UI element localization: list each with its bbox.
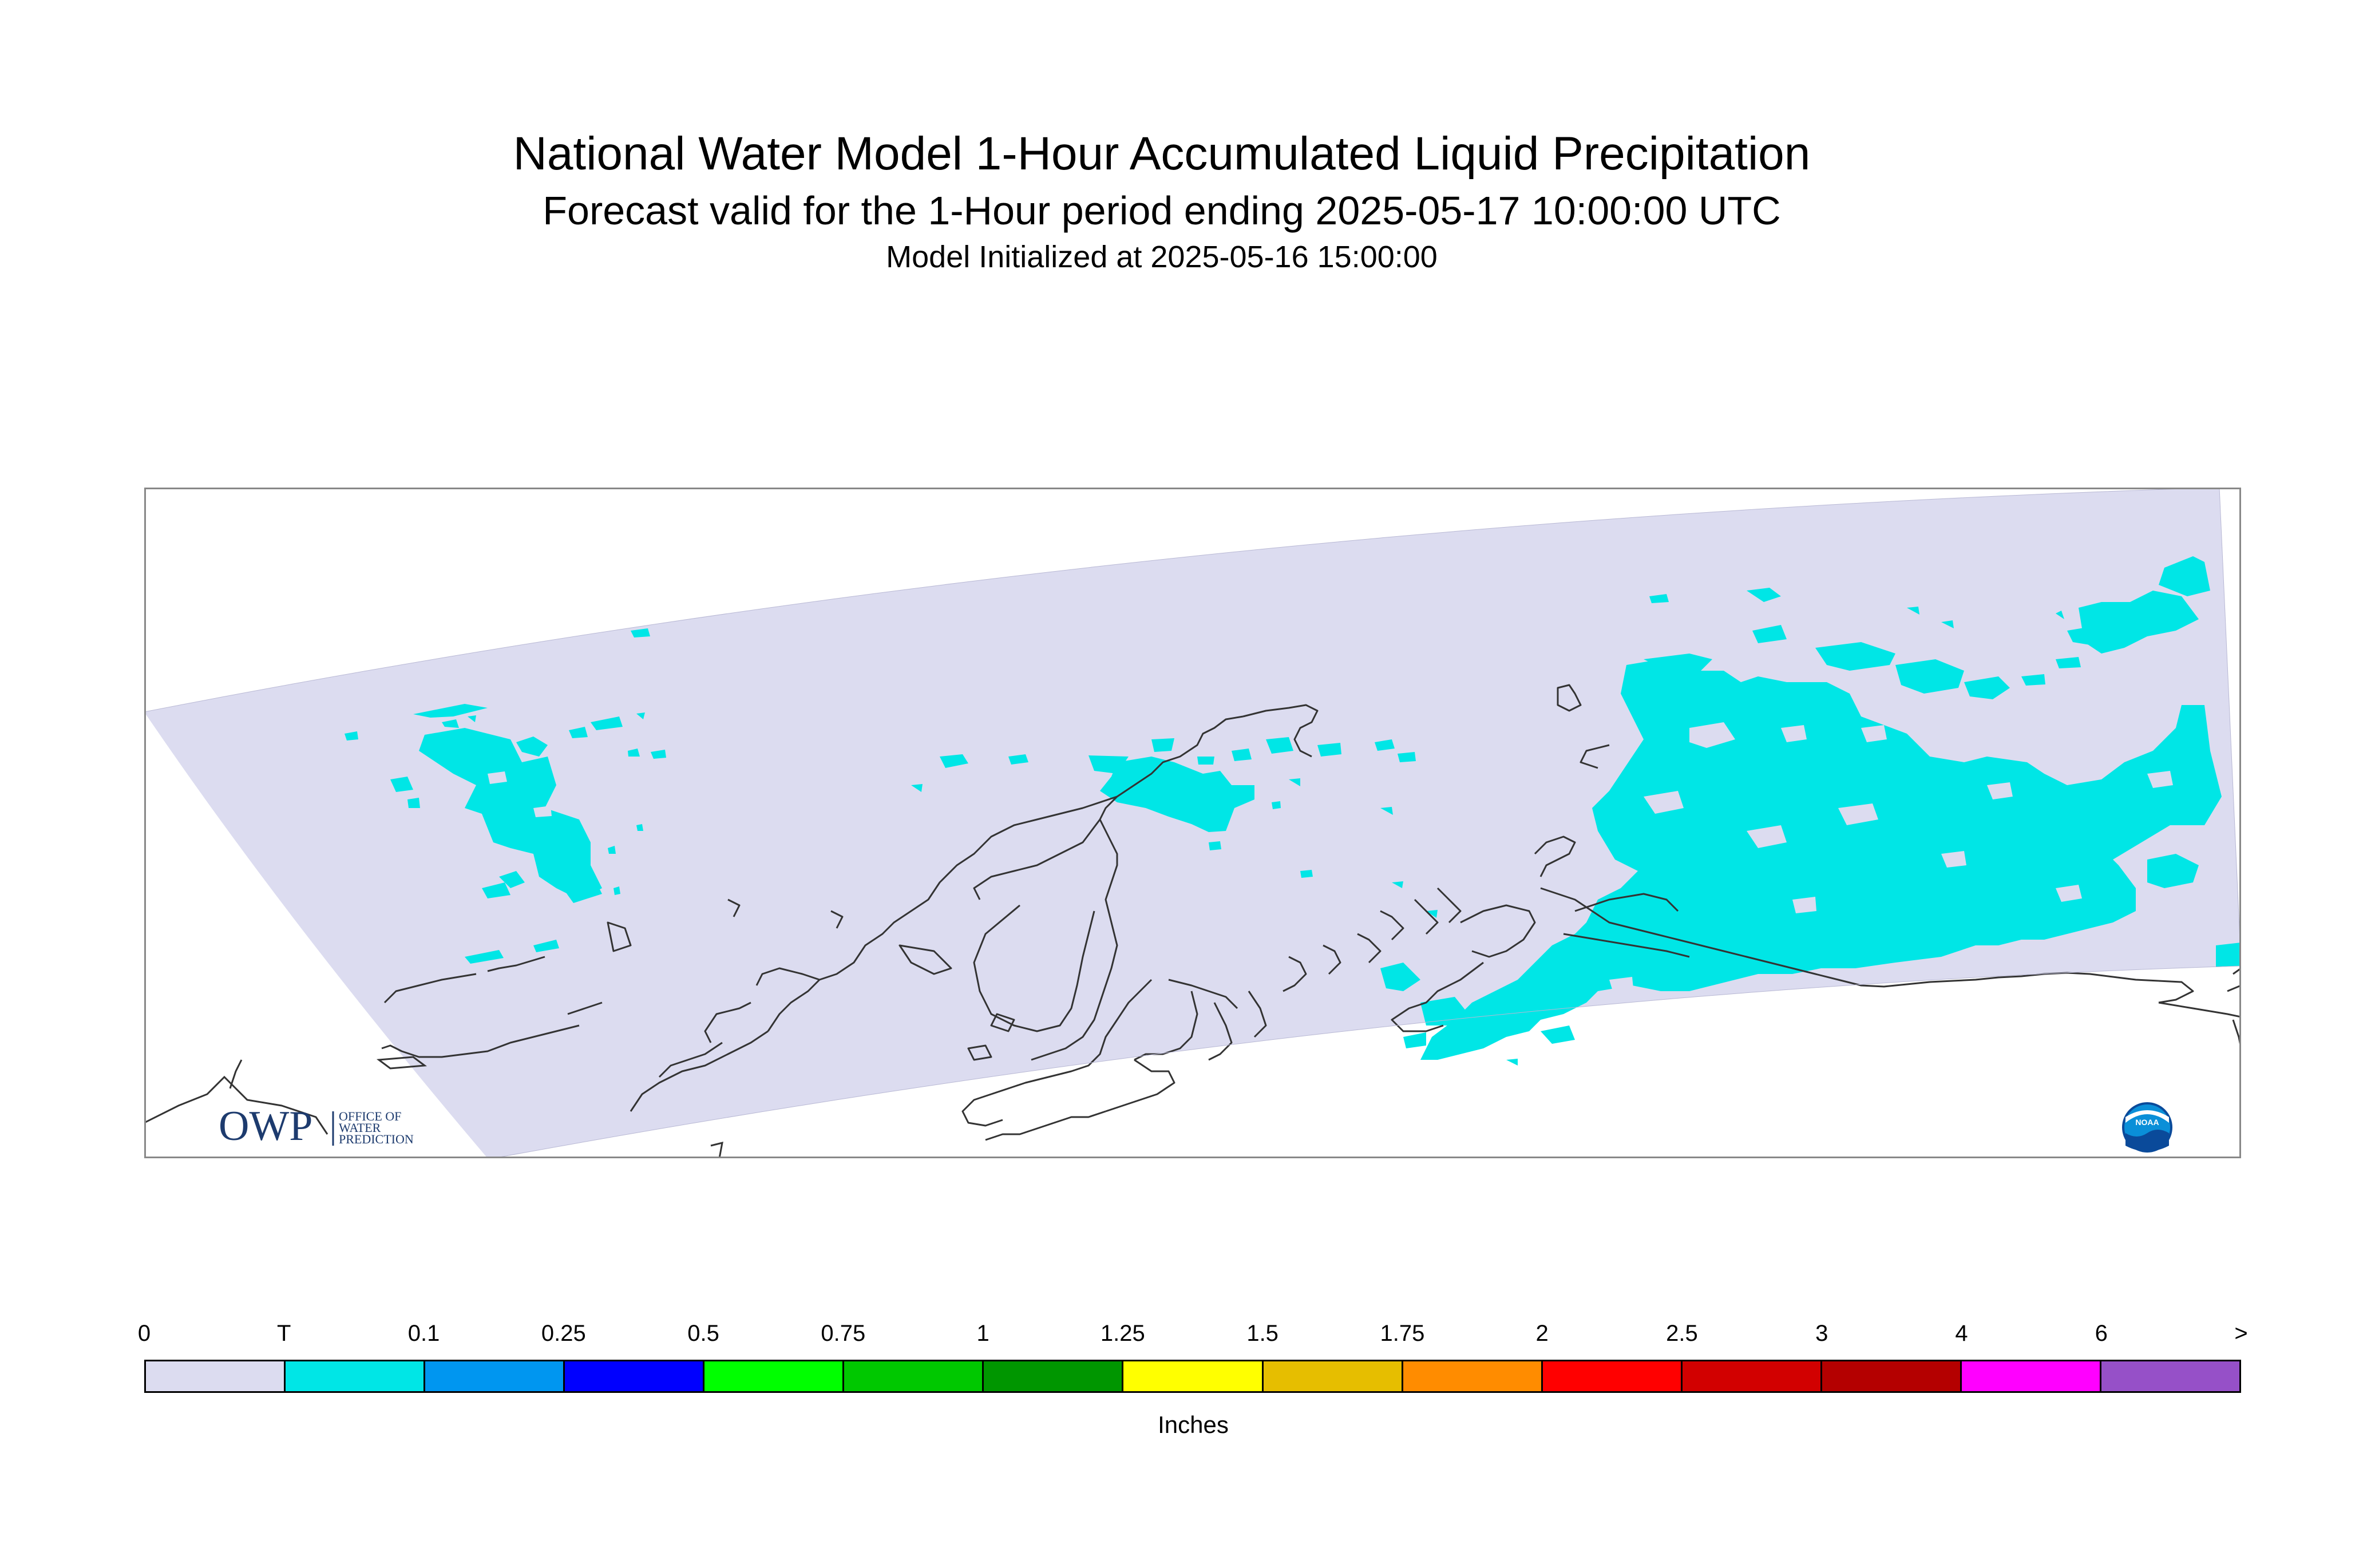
owp-line1: OFFICE OF: [339, 1109, 401, 1123]
colorbar-label: 3: [1815, 1321, 1828, 1346]
colorbar-cell-0: [146, 1361, 286, 1391]
no-precip-gaps: [488, 722, 2173, 991]
noaa-mark: NOAA: [2135, 1118, 2159, 1127]
colorbar-label: 0.75: [821, 1321, 866, 1346]
colorbar-cell-5: [844, 1361, 984, 1391]
asia-coastline: [144, 1056, 723, 1158]
colorbar-cell-12: [1822, 1361, 1962, 1391]
colorbar-label: 0.25: [541, 1321, 586, 1346]
trace-precip-areas: [345, 556, 2241, 1066]
colorbar-cell-8: [1263, 1361, 1403, 1391]
colorbar-cell-4: [704, 1361, 845, 1391]
colorbar-label: 2: [1535, 1321, 1549, 1346]
colorbar-cell-6: [984, 1361, 1124, 1391]
coastlines: [381, 684, 2241, 1141]
precip-colorbar: [144, 1360, 2241, 1393]
colorbar-label: 0: [137, 1321, 151, 1346]
colorbar-cell-10: [1542, 1361, 1683, 1391]
colorbar-cell-14: [2101, 1361, 2239, 1391]
colorbar-label: 4: [1955, 1321, 1968, 1346]
colorbar-units: Inches: [1158, 1411, 1229, 1438]
colorbar-cell-9: [1403, 1361, 1543, 1391]
colorbar-cell-11: [1682, 1361, 1822, 1391]
noaa-logo-icon: NOAA: [2122, 1102, 2172, 1153]
colorbar-label: >: [2234, 1321, 2248, 1346]
colorbar-label: T: [277, 1321, 291, 1346]
owp-line3: PREDICTION: [339, 1132, 414, 1146]
owp-line2: WATER: [339, 1120, 381, 1135]
model-initialized-text: Model Initialized at 2025-05-16 15:00:00: [886, 240, 1438, 274]
colorbar-label: 1.75: [1380, 1321, 1425, 1346]
colorbar-label: 1: [976, 1321, 989, 1346]
colorbar-label: 6: [2095, 1321, 2108, 1346]
owp-logo: OWP OFFICE OF WATER PREDICTION: [219, 1103, 414, 1150]
colorbar-cell-7: [1123, 1361, 1264, 1391]
colorbar-label: 1.5: [1246, 1321, 1278, 1346]
owp-mark: OWP: [219, 1103, 312, 1150]
colorbar-label: 1.25: [1100, 1321, 1145, 1346]
precipitation-map: OWP OFFICE OF WATER PREDICTION NOAA: [144, 488, 2241, 1158]
colorbar-cell-2: [425, 1361, 565, 1391]
colorbar-cell-1: [286, 1361, 426, 1391]
map-title: National Water Model 1-Hour Accumulated …: [513, 128, 1811, 180]
colorbar-label: 0.1: [407, 1321, 440, 1346]
colorbar-cell-13: [1961, 1361, 2101, 1391]
colorbar-label: 0.5: [687, 1321, 719, 1346]
map-subtitle: Forecast valid for the 1-Hour period end…: [543, 188, 1781, 233]
colorbar-label: 2.5: [1666, 1321, 1698, 1346]
colorbar-cell-3: [565, 1361, 705, 1391]
